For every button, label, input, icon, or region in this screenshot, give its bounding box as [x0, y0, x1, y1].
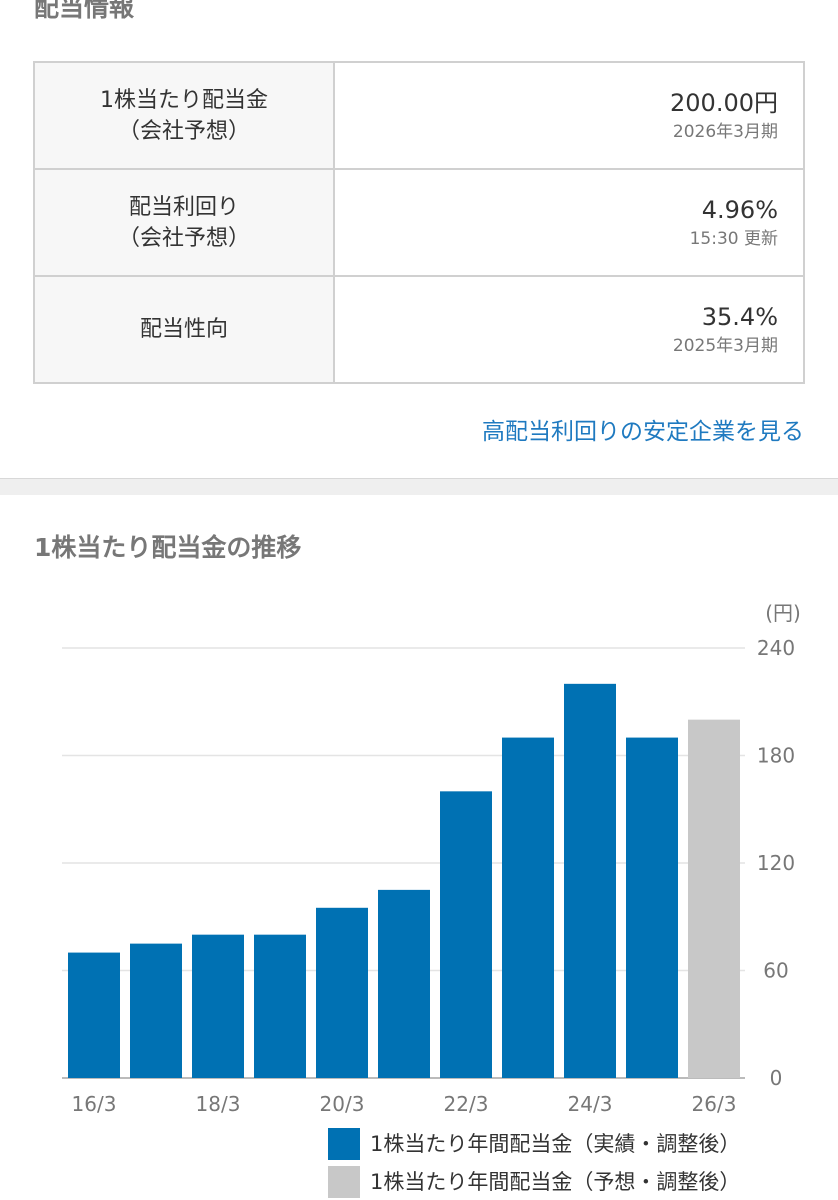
- bar-forecast: [688, 719, 740, 1078]
- value-main: 4.96%: [701, 195, 778, 224]
- bar-actual: [130, 943, 182, 1078]
- dividend-info-title: 配当情報: [34, 0, 135, 22]
- x-tick-label: 26/3: [692, 1092, 737, 1116]
- x-tick-label: 20/3: [320, 1092, 365, 1116]
- table-row: 配当利回り （会社予想） 4.96% 15:30 更新: [33, 168, 805, 277]
- bar-actual: [316, 907, 368, 1078]
- value-sub: 2026年3月期: [672, 121, 778, 142]
- table-row: 配当性向 35.4% 2025年3月期: [33, 275, 805, 384]
- chart-section-title: 1株当たり配当金の推移: [34, 533, 302, 562]
- y-tick-label: 0: [770, 1066, 783, 1090]
- y-unit-label: (円): [765, 601, 801, 625]
- value-main: 200.00円: [670, 88, 778, 117]
- table-row: 1株当たり配当金 （会社予想） 200.00円 2026年3月期: [33, 61, 805, 170]
- bar-actual: [626, 737, 678, 1078]
- row-value: 35.4% 2025年3月期: [333, 275, 805, 384]
- section-divider: [0, 478, 838, 495]
- x-tick-label: 16/3: [72, 1092, 117, 1116]
- y-tick-label: 120: [757, 851, 795, 875]
- dividend-bar-chart: 0 60 120 180 240 (円) 16/3 18/3 20/3 22/3 24/3 26/3: [62, 601, 801, 1116]
- label-line: 1株当たり配当金: [100, 87, 268, 113]
- value-sub: 2025年3月期: [672, 335, 778, 356]
- y-tick-label: 180: [757, 744, 795, 768]
- bar-actual: [192, 934, 244, 1078]
- value-sub: 15:30 更新: [689, 228, 778, 249]
- legend-label-forecast: 1株当たり年間配当金（予想・調整後）: [370, 1170, 741, 1194]
- label-line: 配当利回り: [128, 194, 239, 220]
- y-tick-label: 60: [763, 959, 788, 983]
- value-main: 35.4%: [701, 302, 778, 331]
- dividend-info-table: 1株当たり配当金 （会社予想） 200.00円 2026年3月期 配当利回り （…: [33, 61, 805, 384]
- bar-actual: [254, 934, 306, 1078]
- row-value: 200.00円 2026年3月期: [333, 61, 805, 170]
- bar-actual: [440, 791, 492, 1078]
- x-tick-label: 18/3: [196, 1092, 241, 1116]
- bar-actual: [378, 889, 430, 1078]
- y-tick-label: 240: [757, 636, 795, 660]
- legend-swatch-forecast: [328, 1166, 360, 1198]
- legend-label-actual: 1株当たり年間配当金（実績・調整後）: [370, 1132, 741, 1156]
- row-label: 1株当たり配当金 （会社予想）: [33, 61, 335, 170]
- row-label: 配当性向: [33, 275, 335, 384]
- bar-actual: [502, 737, 554, 1078]
- legend-swatch-actual: [328, 1128, 360, 1160]
- row-label: 配当利回り （会社予想）: [33, 168, 335, 277]
- label-line: 配当性向: [139, 317, 228, 342]
- high-yield-link[interactable]: 高配当利回りの安定企業を見る: [482, 419, 804, 445]
- label-line: （会社予想）: [117, 225, 250, 251]
- row-value: 4.96% 15:30 更新: [333, 168, 805, 277]
- x-tick-label: 24/3: [568, 1092, 613, 1116]
- x-tick-label: 22/3: [444, 1092, 489, 1116]
- bar-actual: [564, 683, 616, 1078]
- bar-actual: [68, 952, 120, 1078]
- label-line: （会社予想）: [117, 118, 250, 144]
